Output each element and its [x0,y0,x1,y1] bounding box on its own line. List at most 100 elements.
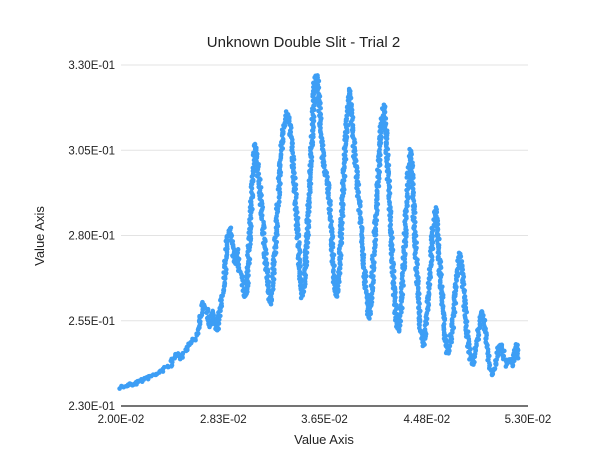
data-point [357,220,363,226]
data-point [292,170,297,176]
data-point [359,248,365,254]
data-point [254,155,260,161]
data-point [260,232,265,237]
data-point [309,158,315,164]
data-point [250,177,256,183]
data-point [388,218,393,224]
data-point [417,301,422,307]
data-point [195,331,201,336]
data-point [277,199,282,205]
data-point [255,172,260,178]
data-point [327,207,333,212]
data-point [389,265,394,270]
data-point [307,185,313,190]
data-point [351,149,356,154]
grid-lines [121,64,528,322]
data-point [407,146,412,152]
data-point [483,336,488,342]
data-point [442,317,448,323]
y-tick-label: 3.30E-01 [68,60,115,72]
data-point [425,280,431,286]
data-point [295,222,301,228]
data-point [311,113,316,119]
data-point [249,189,254,195]
data-point [222,280,227,285]
data-point [434,238,440,243]
data-point [328,202,333,208]
data-point [375,167,380,173]
data-point [429,257,435,263]
data-point [437,278,443,284]
data-point [304,262,310,268]
data-point [503,364,509,369]
data-point [502,348,507,354]
x-tick-label: 2.83E-02 [200,414,247,426]
data-point [294,235,300,241]
data-point [435,218,441,224]
data-point [354,168,359,174]
data-point [248,241,253,247]
data-point [329,248,334,253]
data-point [415,262,420,267]
data-point [245,252,250,258]
data-point [447,343,453,349]
data-point [278,151,284,157]
data-point [221,287,227,292]
data-point [295,244,300,249]
data-point [240,274,245,280]
data-point [398,290,404,295]
data-point [433,205,439,210]
data-point [293,194,299,200]
data-point [422,327,428,332]
data-point [356,182,362,187]
chart-title: Unknown Double Slit - Trial 2 [206,34,401,51]
data-point [340,220,345,226]
data-point [289,158,295,164]
data-point [411,198,417,204]
data-point [408,156,414,162]
data-point [374,180,380,186]
data-point [476,337,482,342]
data-point [315,87,321,92]
data-point [402,260,408,265]
data-point [204,310,209,316]
data-point [464,309,470,315]
data-point [420,340,425,345]
data-point [457,255,463,260]
data-point [292,201,297,207]
data-point [310,132,316,137]
data-point [272,249,278,255]
data-point [344,104,350,110]
data-points [117,73,521,391]
data-point [248,233,253,239]
data-point [228,234,234,240]
data-point [378,133,383,139]
x-tick-label: 3.65E-02 [301,414,348,426]
data-point [377,147,382,152]
data-point [321,164,327,170]
data-point [477,321,483,327]
y-tick-label: 2.55E-01 [68,316,115,328]
data-point [451,306,457,311]
data-point [441,332,447,338]
data-point [358,204,363,209]
data-point [382,109,388,115]
data-point [398,303,403,308]
data-point [221,275,226,281]
data-point [486,357,491,362]
data-point [301,289,307,294]
data-point [366,314,371,320]
y-axis-title: Value Axis [32,206,47,266]
data-point [486,353,492,359]
data-point [335,283,341,289]
data-point [357,211,363,217]
data-point [290,150,295,156]
data-point [399,271,405,276]
x-tick-label: 5.30E-02 [505,414,552,426]
data-point [216,317,222,322]
data-point [331,268,336,274]
data-point [271,257,276,263]
data-point [411,219,417,224]
data-point [370,257,375,262]
